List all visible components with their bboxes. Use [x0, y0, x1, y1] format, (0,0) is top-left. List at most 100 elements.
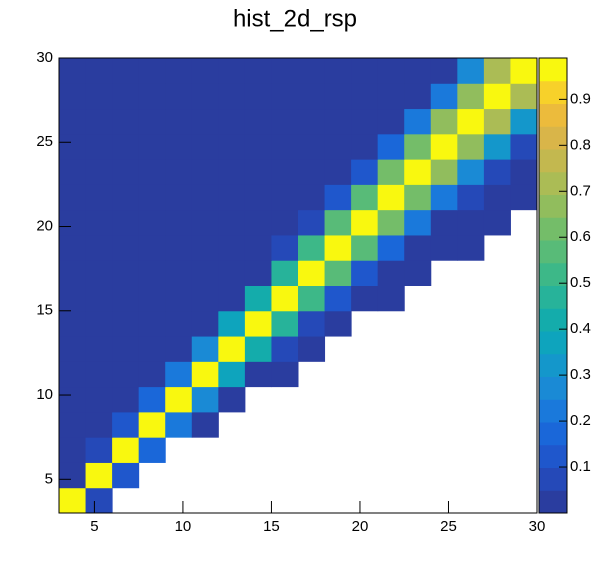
cell — [85, 159, 113, 185]
cell — [483, 159, 511, 185]
colorbar-band — [539, 467, 567, 491]
cell — [165, 386, 193, 413]
cell — [377, 83, 405, 110]
cell — [165, 159, 193, 185]
cell — [298, 159, 326, 185]
cell — [377, 58, 405, 84]
cell — [404, 209, 432, 236]
cell — [112, 437, 140, 463]
cell — [244, 361, 272, 388]
cell — [218, 209, 246, 236]
cell — [165, 310, 193, 337]
cell — [218, 336, 246, 362]
cell — [404, 234, 432, 261]
cell — [377, 234, 405, 261]
cell — [510, 184, 538, 211]
cell — [298, 133, 326, 160]
x-tick-label: 30 — [529, 518, 546, 535]
cell — [112, 58, 140, 84]
cell — [191, 411, 219, 438]
cell — [324, 108, 352, 135]
cell — [324, 310, 352, 337]
cell — [298, 184, 326, 211]
cell — [351, 159, 379, 185]
cell — [138, 386, 166, 413]
cell — [324, 234, 352, 261]
cell — [271, 285, 299, 312]
x-tick-label: 5 — [90, 518, 98, 535]
cell — [324, 260, 352, 286]
cell — [59, 336, 87, 362]
cell — [138, 83, 166, 110]
cell — [59, 411, 87, 438]
cell — [59, 462, 87, 489]
cell — [244, 83, 272, 110]
cell — [138, 133, 166, 160]
cell — [138, 209, 166, 236]
cell — [112, 108, 140, 135]
cell — [138, 310, 166, 337]
cell — [271, 58, 299, 84]
x-tick-label: 15 — [263, 518, 280, 535]
cell — [483, 83, 511, 110]
colorbar-band — [539, 331, 567, 355]
cell — [165, 336, 193, 362]
y-tick-label: 5 — [45, 470, 53, 487]
y-tick-label: 30 — [36, 49, 53, 66]
cell — [351, 83, 379, 110]
cell — [218, 184, 246, 211]
cell — [112, 411, 140, 438]
cell — [191, 209, 219, 236]
cell — [483, 184, 511, 211]
cell — [298, 260, 326, 286]
z-tick-label: 0.8 — [570, 136, 591, 153]
cell — [218, 58, 246, 84]
cell — [244, 260, 272, 286]
cell — [85, 437, 113, 463]
x-tick-label: 20 — [352, 518, 369, 535]
colorbar-band — [539, 444, 567, 468]
z-tick-label: 0.7 — [570, 182, 591, 199]
cell — [112, 133, 140, 160]
cell — [351, 234, 379, 261]
cell — [191, 386, 219, 413]
cell — [404, 184, 432, 211]
cell — [377, 159, 405, 185]
cell — [457, 209, 485, 236]
cell — [138, 285, 166, 312]
z-tick-label: 0.3 — [570, 366, 591, 383]
cell — [457, 234, 485, 261]
colorbar-band — [539, 171, 567, 195]
cell — [324, 285, 352, 312]
cell — [218, 159, 246, 185]
cell — [59, 310, 87, 337]
cell — [244, 310, 272, 337]
cell — [298, 83, 326, 110]
colorbar-band — [539, 80, 567, 104]
cell — [85, 133, 113, 160]
cell — [324, 133, 352, 160]
cell — [510, 133, 538, 160]
cell — [165, 285, 193, 312]
cell — [483, 209, 511, 236]
x-tick-label: 10 — [175, 518, 192, 535]
colorbar-band — [539, 58, 567, 82]
cell — [298, 108, 326, 135]
cell — [351, 260, 379, 286]
cell — [85, 310, 113, 337]
cell — [271, 260, 299, 286]
z-tick-label: 0.1 — [570, 458, 591, 475]
cell — [85, 285, 113, 312]
cell — [510, 159, 538, 185]
cell — [483, 108, 511, 135]
cell — [85, 58, 113, 84]
z-tick-label: 0.5 — [570, 274, 591, 291]
cell — [430, 209, 458, 236]
cell — [112, 386, 140, 413]
cell — [165, 133, 193, 160]
colorbar-band — [539, 422, 567, 446]
cell — [59, 108, 87, 135]
cell — [244, 336, 272, 362]
cell — [510, 83, 538, 110]
